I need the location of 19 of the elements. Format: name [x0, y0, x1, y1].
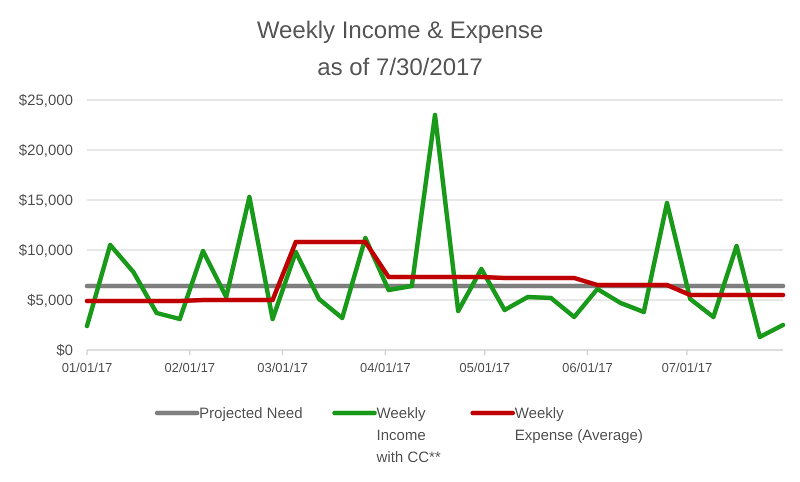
y-tick-label: $20,000 — [18, 142, 73, 159]
y-tick-label: $0 — [56, 342, 73, 359]
line-series — [84, 240, 786, 304]
legend-label: Weekly Expense (Average) — [514, 405, 643, 444]
y-tick-label: $15,000 — [18, 192, 73, 209]
x-tick-label: 07/01/17 — [662, 360, 712, 375]
x-tick-label: 01/01/17 — [62, 360, 112, 375]
x-tick-label: 02/01/17 — [164, 360, 216, 375]
x-tick-label: 06/01/17 — [562, 360, 613, 375]
legend-label: Projected Need — [199, 405, 303, 422]
x-tick-label: 04/01/17 — [360, 360, 411, 375]
chart-title: Weekly Income & Expense as of 7/30/2017 — [256, 17, 544, 81]
legend-label: Weekly Income with CC** — [376, 405, 441, 466]
line-series — [84, 112, 786, 340]
x-tick-label: 03/01/17 — [257, 360, 308, 375]
y-tick-label: $10,000 — [18, 242, 73, 259]
x-tick-label: 05/01/17 — [459, 360, 510, 375]
y-tick-label: $25,000 — [18, 92, 73, 109]
y-tick-label: $5,000 — [27, 292, 73, 309]
